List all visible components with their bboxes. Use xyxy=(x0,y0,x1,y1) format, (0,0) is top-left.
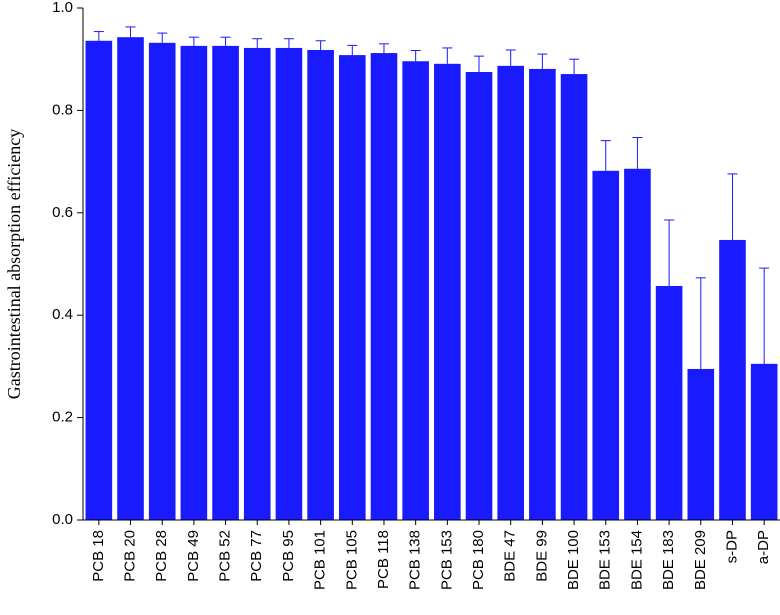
x-tick-label: PCB 101 xyxy=(312,530,329,590)
y-tick-label: 0.2 xyxy=(52,409,73,426)
x-tick-label: PCB 95 xyxy=(280,530,297,582)
bar xyxy=(338,55,366,520)
x-tick-label: BDE 183 xyxy=(660,530,677,590)
y-tick-label: 0.8 xyxy=(52,101,73,118)
bar xyxy=(497,65,525,520)
x-tick-label: PCB 118 xyxy=(375,530,392,589)
bar xyxy=(148,42,176,520)
x-tick-label: BDE 153 xyxy=(597,530,614,590)
y-tick-label: 0.0 xyxy=(52,511,73,528)
bar xyxy=(307,49,334,520)
x-tick-label: BDE 209 xyxy=(692,530,709,590)
bar xyxy=(624,168,651,520)
bar xyxy=(655,286,683,520)
x-tick-label: PCB 138 xyxy=(407,530,424,590)
x-tick-label: s-DP xyxy=(723,530,740,563)
x-tick-label: BDE 154 xyxy=(628,530,645,590)
bar xyxy=(750,363,778,520)
x-tick-label: PCB 105 xyxy=(343,530,360,590)
x-tick-label: PCB 28 xyxy=(153,530,170,582)
x-tick-label: BDE 100 xyxy=(565,530,582,590)
bar xyxy=(275,47,303,520)
bar xyxy=(85,40,113,520)
x-tick-label: a-DP xyxy=(755,530,772,564)
bar xyxy=(243,47,271,520)
x-tick-label: PCB 180 xyxy=(470,530,487,590)
x-tick-label: PCB 20 xyxy=(121,530,138,582)
bar xyxy=(592,170,620,521)
x-tick-label: BDE 99 xyxy=(533,530,550,582)
x-tick-label: PCB 18 xyxy=(90,530,107,582)
x-tick-label: PCB 153 xyxy=(438,530,455,590)
bar xyxy=(687,368,715,520)
bar xyxy=(465,72,493,520)
bar xyxy=(212,45,239,520)
y-tick-label: 0.4 xyxy=(52,306,73,323)
x-tick-label: PCB 52 xyxy=(217,530,234,582)
y-tick-label: 0.6 xyxy=(52,204,73,221)
bar xyxy=(529,68,556,520)
bar xyxy=(434,63,461,521)
y-axis-title: Gastrointestinal absorption efficiency xyxy=(4,129,24,400)
y-tick-label: 1.0 xyxy=(52,0,73,16)
bar xyxy=(180,45,208,520)
bar xyxy=(719,239,746,520)
bar xyxy=(402,61,429,521)
x-tick-label: PCB 49 xyxy=(185,530,202,582)
bar xyxy=(117,37,144,521)
bar xyxy=(560,74,588,520)
x-tick-label: PCB 77 xyxy=(248,530,265,582)
x-tick-label: BDE 47 xyxy=(502,530,519,582)
bar xyxy=(370,53,398,520)
